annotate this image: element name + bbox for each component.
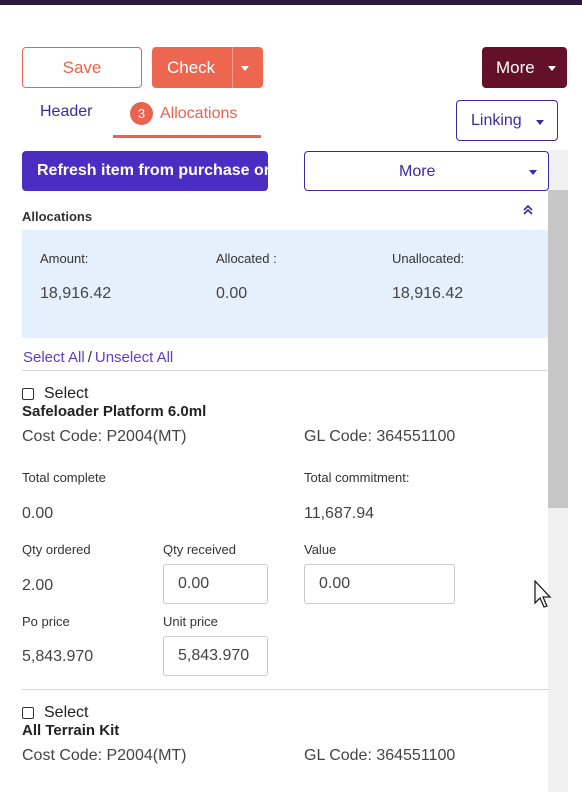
tab-header[interactable]: Header: [40, 103, 92, 121]
tab-allocations-label: Allocations: [160, 105, 238, 122]
qty-ordered-value: 2.00: [22, 577, 54, 594]
amount-label: Amount:: [40, 251, 89, 266]
chevron-down-icon: [529, 170, 537, 175]
item-name: All Terrain Kit: [22, 722, 120, 739]
save-button-label: Save: [62, 57, 102, 77]
value-label: Value: [304, 542, 337, 557]
allocations-more-button[interactable]: More: [304, 151, 549, 191]
chevron-down-icon[interactable]: [241, 66, 249, 71]
more-actions-label: More: [496, 58, 535, 77]
chevron-down-icon: [548, 66, 556, 71]
total-commitment-value: 11,687.94: [304, 505, 374, 522]
qty-received-label: Qty received: [163, 542, 236, 557]
item-select-checkbox[interactable]: [22, 707, 34, 719]
unselect-all-link[interactable]: Unselect All: [94, 349, 174, 366]
check-button-label: Check: [167, 58, 216, 77]
total-commitment-label: Total commitment:: [304, 470, 410, 485]
allocations-count-badge: 3: [130, 102, 153, 125]
allocation-summary-panel: Amount: 18,916.42 Allocated : 0.00 Unall…: [22, 230, 548, 338]
total-complete-value: 0.00: [22, 505, 54, 522]
tab-header-label: Header: [40, 103, 93, 120]
po-price-value: 5,843.970: [22, 648, 94, 665]
allocated-label: Allocated :: [216, 251, 277, 266]
po-price-label: Po price: [22, 614, 70, 629]
qty-received-input[interactable]: 0.00: [163, 564, 268, 604]
qty-ordered-label: Qty ordered: [22, 542, 91, 557]
item-select-checkbox-row[interactable]: Select: [22, 385, 88, 403]
more-actions-button[interactable]: More: [482, 47, 567, 88]
unit-price-label: Unit price: [163, 614, 218, 629]
allocations-section-title: Allocations: [22, 209, 93, 224]
check-button-separator: [232, 47, 233, 88]
unallocated-label: Unallocated:: [392, 251, 465, 266]
item-select-checkbox[interactable]: [22, 388, 34, 400]
item-gl-code: GL Code: 364551100: [304, 747, 456, 764]
chevron-down-icon: [536, 120, 544, 125]
selection-separator: /: [87, 349, 92, 366]
allocated-value: 0.00: [216, 285, 248, 302]
divider: [22, 370, 549, 371]
divider: [22, 689, 549, 690]
scrollbar-thumb[interactable]: [548, 190, 568, 508]
item-select-label: Select: [44, 704, 89, 721]
double-chevron-up-icon[interactable]: [520, 202, 536, 218]
refresh-from-purchase-order-button[interactable]: Refresh item from purchase or: [22, 151, 268, 191]
item-gl-code: GL Code: 364551100: [304, 428, 456, 445]
top-accent-bar: [0, 0, 582, 5]
allocations-more-label: More: [399, 163, 436, 180]
selection-links: Select All / Unselect All: [23, 349, 173, 366]
check-button[interactable]: Check: [152, 47, 263, 88]
total-complete-label: Total complete: [22, 470, 106, 485]
active-tab-indicator: [113, 135, 261, 138]
select-all-link[interactable]: Select All: [23, 349, 85, 366]
linking-button-label: Linking: [471, 112, 522, 129]
unallocated-value: 18,916.42: [392, 285, 464, 302]
save-button[interactable]: Save: [22, 47, 142, 88]
item-cost-code: Cost Code: P2004(MT): [22, 747, 187, 764]
mouse-pointer-icon: [534, 580, 552, 608]
value-input[interactable]: 0.00: [304, 564, 455, 604]
item-select-label: Select: [44, 385, 89, 402]
item-name: Safeloader Platform 6.0ml: [22, 403, 207, 420]
tab-allocations[interactable]: 3 Allocations: [130, 102, 238, 125]
refresh-button-label: Refresh item from purchase or: [37, 162, 268, 179]
item-cost-code: Cost Code: P2004(MT): [22, 428, 187, 445]
item-select-checkbox-row[interactable]: Select: [22, 704, 88, 722]
unit-price-input[interactable]: 5,843.970: [163, 636, 268, 676]
amount-value: 18,916.42: [40, 285, 112, 302]
linking-button[interactable]: Linking: [456, 100, 558, 141]
